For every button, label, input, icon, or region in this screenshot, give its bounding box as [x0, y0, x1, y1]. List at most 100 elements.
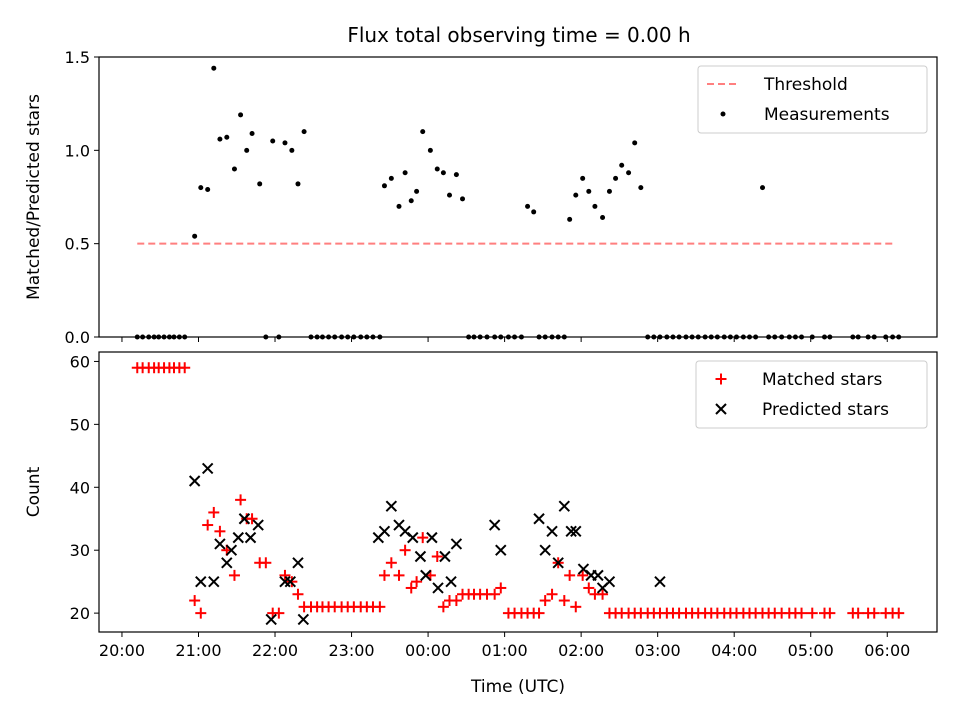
measurement-point — [567, 216, 573, 222]
x-stroke — [232, 531, 244, 544]
x-stroke — [292, 557, 304, 569]
x-stroke — [195, 575, 207, 588]
x-stroke — [565, 525, 577, 538]
predicted-star-point — [201, 462, 214, 475]
x-tick-label: 01:00 — [482, 641, 528, 660]
matched-star-point — [286, 576, 298, 588]
matched-star-point — [405, 582, 417, 594]
predicted-star-point — [221, 557, 233, 569]
x-stroke — [654, 575, 666, 588]
predicted-star-point — [297, 613, 310, 626]
measurement-point — [217, 136, 223, 142]
matched-star-point — [417, 532, 429, 544]
legend-measurement-swatch — [720, 111, 726, 117]
x-stroke — [201, 462, 214, 475]
matched-star-point — [385, 557, 397, 569]
x-stroke — [426, 531, 438, 544]
measurement-point — [408, 198, 414, 204]
matched-star-point — [583, 582, 595, 594]
measurement-point — [626, 170, 632, 176]
x-tick-label: 20:00 — [99, 641, 145, 660]
predicted-star-point — [225, 544, 238, 556]
measurement-point — [388, 175, 394, 181]
x-stroke — [603, 575, 616, 588]
x-stroke — [445, 575, 457, 588]
x-stroke — [265, 613, 277, 626]
matched-star-point — [546, 588, 558, 600]
y-tick-label: 50 — [70, 415, 90, 434]
matched-star-point — [179, 362, 191, 374]
axes-frame — [98, 56, 938, 338]
x-stroke — [399, 525, 411, 538]
predicted-star-point — [214, 538, 226, 550]
predicted-star-point — [195, 575, 207, 588]
legend-label: Threshold — [763, 75, 848, 95]
predicted-star-point — [552, 557, 564, 569]
measurement-point — [600, 215, 606, 221]
matched-star-point — [564, 569, 576, 581]
predicted-star-point — [592, 569, 604, 582]
legend: Matched stars Predicted stars — [695, 360, 928, 429]
measurement-point — [420, 129, 426, 135]
matched-star-point — [577, 569, 589, 581]
predicted-star-point — [414, 550, 427, 563]
measurement-point — [270, 138, 276, 144]
measurement-point — [586, 188, 592, 194]
measurement-point — [396, 203, 402, 209]
legend-label: Predicted stars — [762, 400, 889, 420]
matched-star-point — [214, 525, 226, 537]
predicted-star-point — [450, 538, 463, 550]
matched-star-point — [796, 607, 808, 619]
predicted-star-point — [232, 531, 244, 544]
x-stroke — [252, 519, 264, 531]
measurement-point — [198, 185, 204, 191]
measurement-point — [573, 192, 579, 198]
matched-star-point — [558, 595, 570, 607]
matched-star-point — [893, 607, 905, 619]
predicted-star-point — [533, 513, 545, 525]
measurement-point — [211, 65, 217, 71]
x-stroke — [488, 519, 501, 531]
x-stroke — [592, 569, 604, 582]
x-stroke — [420, 569, 432, 582]
matched-star-point — [235, 494, 247, 506]
predicted-star-point — [439, 550, 451, 563]
predicted-star-point — [546, 525, 558, 538]
matched-star-point — [208, 506, 220, 518]
measurement-point — [282, 140, 288, 146]
y-axis-label: Matched/Predicted stars — [24, 94, 44, 300]
measurement-point — [257, 181, 263, 187]
x-stroke — [378, 525, 391, 538]
y-tick-label: 40 — [70, 478, 90, 497]
x-stroke — [432, 582, 444, 594]
measurement-point — [427, 147, 433, 153]
matched-star-point — [273, 607, 285, 619]
matched-star-point — [399, 544, 411, 556]
matched-star-point — [228, 569, 240, 581]
matched-star-point — [393, 569, 405, 581]
predicted-star-point — [385, 500, 398, 512]
matched-star-point — [202, 519, 214, 531]
measurement-point — [295, 181, 301, 187]
x-tick-label: 05:00 — [788, 641, 834, 660]
measurement-point — [231, 166, 237, 172]
x-stroke — [546, 525, 558, 538]
matched-star-point — [570, 601, 582, 613]
x-stroke — [533, 513, 545, 525]
y-tick-label: 30 — [70, 541, 90, 560]
x-stroke — [225, 544, 238, 556]
measurement-point — [760, 185, 766, 191]
matched-star-point — [374, 601, 386, 613]
predicted-star-point — [188, 475, 201, 487]
matched-star-point — [539, 595, 551, 607]
matched-star-point — [868, 607, 880, 619]
matched-star-point — [279, 569, 291, 581]
x-stroke — [450, 538, 463, 550]
legend-label: Matched stars — [762, 370, 882, 390]
predicted-star-point — [244, 531, 257, 544]
matched-star-point — [189, 595, 201, 607]
measurement-point — [453, 172, 459, 178]
measurement-point — [192, 233, 198, 239]
measurement-point — [205, 187, 211, 193]
x-stroke — [244, 531, 257, 544]
